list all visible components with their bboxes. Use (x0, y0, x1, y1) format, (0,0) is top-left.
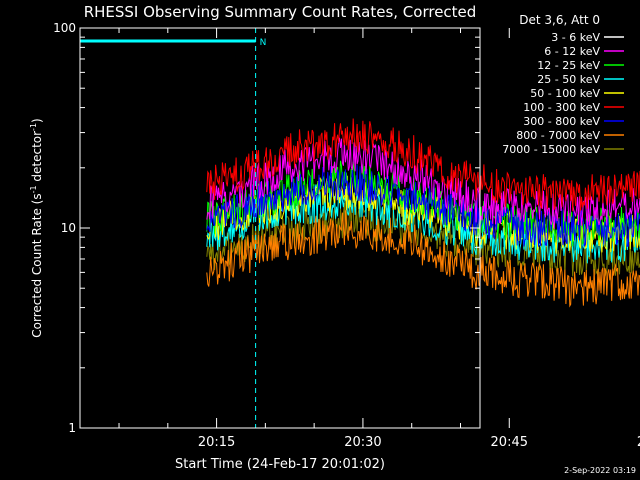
legend-label: 25 - 50 keV (537, 73, 600, 86)
legend-label: 800 - 7000 keV (516, 129, 600, 142)
y-tick-label: 10 (61, 221, 76, 235)
legend-label: 100 - 300 keV (523, 101, 600, 114)
y-axis-label-exponent-1: -1 (29, 185, 38, 193)
x-axis-label: Start Time (24-Feb-17 20:01:02) (175, 457, 385, 472)
legend-header: Det 3,6, Att 0 (519, 13, 600, 27)
chart-title: RHESSI Observing Summary Count Rates, Co… (84, 3, 477, 21)
y-axis-label: Corrected Count Rate (s-1 detector-1) (29, 118, 44, 337)
y-tick-label: 1 (68, 421, 76, 435)
y-tick-label: 100 (53, 21, 76, 35)
legend-label: 50 - 100 keV (530, 87, 600, 100)
x-tick-label: 20:30 (344, 435, 381, 450)
y-axis-label-part-2: detector (30, 131, 44, 186)
series-line (206, 210, 640, 308)
y-axis-label-part-1: Corrected Count Rate (s (30, 193, 44, 337)
timestamp: 2-Sep-2022 03:19 (564, 466, 636, 475)
night-marker-label: N (260, 38, 267, 48)
series-line (206, 55, 640, 81)
x-tick-label: 20:15 (198, 435, 235, 450)
x-tick-label: 20:45 (491, 435, 528, 450)
x-tick-label: 21:00 (637, 435, 640, 450)
series-line (206, 160, 640, 247)
legend-label: 12 - 25 keV (537, 59, 600, 72)
y-axis-label-exponent-2: -1 (29, 123, 38, 131)
series-line (206, 164, 640, 248)
legend-label: 7000 - 15000 keV (502, 143, 600, 156)
legend-label: 3 - 6 keV (551, 31, 600, 44)
y-axis-label-part-3: ) (30, 118, 44, 123)
series-layer (206, 55, 640, 308)
legend-label: 300 - 800 keV (523, 115, 600, 128)
legend-label: 6 - 12 keV (544, 45, 600, 58)
series-line (206, 118, 640, 212)
